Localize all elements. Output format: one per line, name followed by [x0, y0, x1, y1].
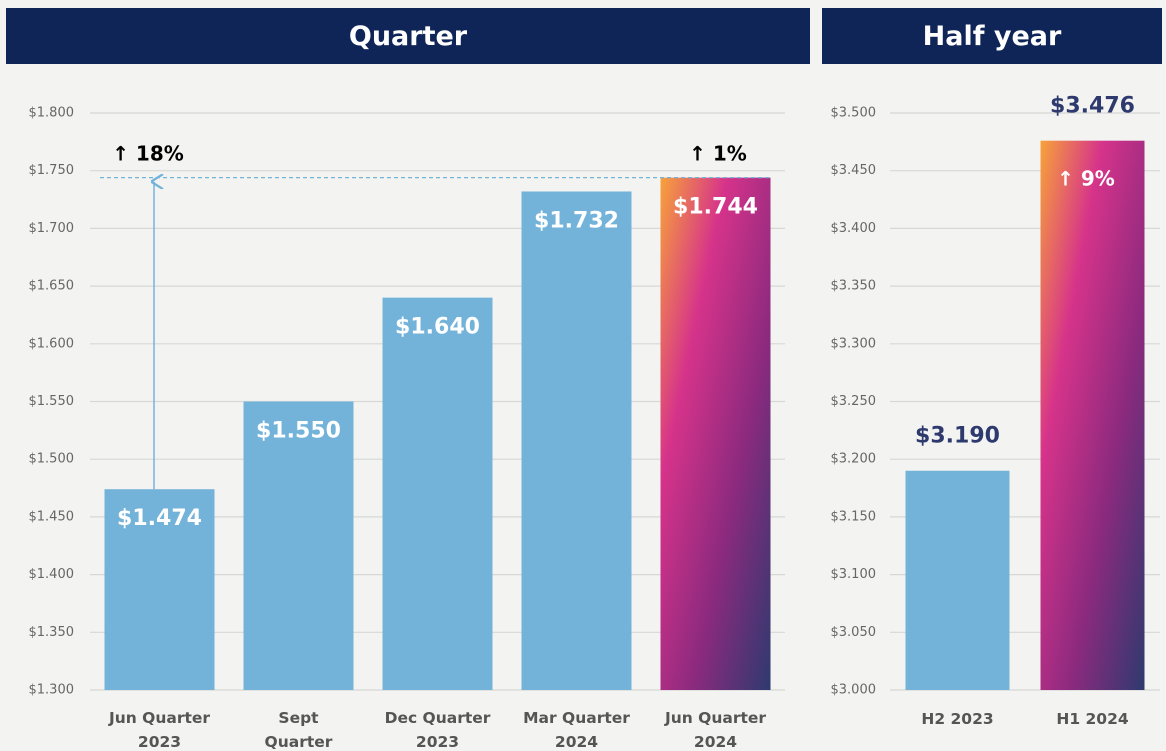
bar [660, 177, 771, 690]
value-label: $3.476 [1050, 94, 1135, 119]
value-label: $1.640 [395, 315, 480, 340]
value-label: $1.474 [117, 506, 202, 531]
x-tick-label: Sept Quarter 2023 [264, 709, 333, 751]
y-tick-label: $1.700 [29, 221, 75, 236]
y-tick-label: $1.550 [29, 394, 75, 409]
chart-title: Quarter [6, 8, 810, 64]
annotation: ↑ 18% [112, 142, 184, 166]
y-tick-label: $1.400 [29, 567, 75, 582]
x-tick-label: Jun Quarter 2024 [664, 709, 767, 751]
y-tick-label: $1.600 [29, 336, 75, 351]
y-tick-label: $3.200 [831, 452, 877, 467]
y-tick-label: $1.500 [29, 452, 75, 467]
y-tick-label: $3.250 [831, 394, 877, 409]
y-tick-label: $1.650 [29, 279, 75, 294]
y-tick-label: $3.350 [831, 279, 877, 294]
x-tick-label: H1 2024 [1056, 710, 1129, 728]
y-tick-label: $1.450 [29, 509, 75, 524]
bar [243, 401, 354, 690]
y-tick-label: $3.100 [831, 567, 877, 582]
x-tick-label: Mar Quarter 2024 [523, 709, 630, 751]
x-tick-label: Jun Quarter 2023 [108, 709, 211, 751]
bar [382, 297, 493, 690]
y-tick-label: $3.450 [831, 163, 877, 178]
y-tick-label: $3.000 [831, 683, 877, 698]
y-tick-label: $1.350 [29, 625, 75, 640]
value-label: $1.744 [673, 195, 758, 220]
value-label: $1.550 [256, 419, 341, 444]
y-tick-label: $3.050 [831, 625, 877, 640]
annotation: ↑ 1% [689, 142, 747, 166]
value-label: $1.732 [534, 208, 619, 233]
y-tick-label: $1.750 [29, 163, 75, 178]
annotation: ↑ 9% [1057, 167, 1115, 191]
chart-title: Half year [822, 8, 1162, 64]
x-tick-label: Dec Quarter 2023 [384, 709, 491, 751]
bar [521, 191, 632, 691]
bar [905, 470, 1010, 690]
y-tick-label: $3.150 [831, 509, 877, 524]
y-tick-label: $3.400 [831, 221, 877, 236]
x-tick-label: H2 2023 [921, 710, 994, 728]
y-tick-label: $1.800 [29, 106, 75, 121]
y-tick-label: $3.300 [831, 336, 877, 351]
y-tick-label: $3.500 [831, 106, 877, 121]
value-label: $3.190 [915, 424, 1000, 449]
bar [104, 489, 215, 690]
y-tick-label: $1.300 [29, 683, 75, 698]
bar [1040, 140, 1145, 691]
